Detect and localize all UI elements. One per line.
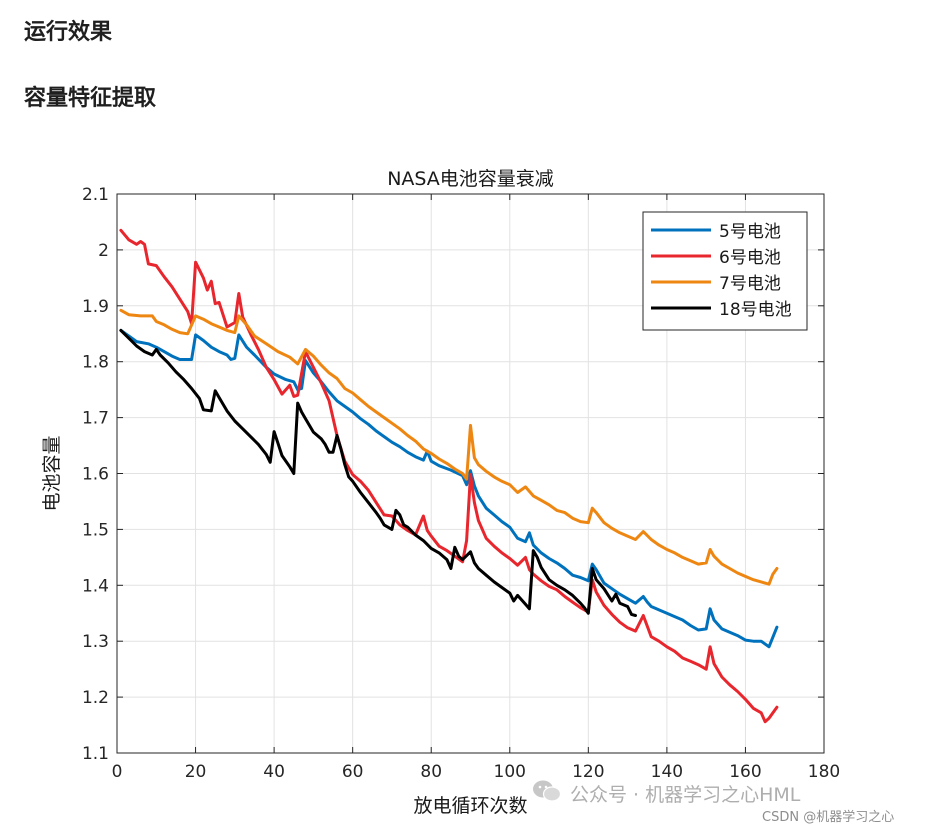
x-tick-label: 60 <box>342 762 364 782</box>
y-tick-label: 1.5 <box>82 520 109 540</box>
x-tick-label: 180 <box>808 762 840 782</box>
legend-box <box>642 211 808 331</box>
section-heading-capacity-features: 容量特征提取 <box>24 86 157 111</box>
x-tick-label: 0 <box>112 762 123 782</box>
x-tick-label: 100 <box>494 762 526 782</box>
y-tick-label: 1.8 <box>82 353 109 373</box>
x-axis-label: 放电循环次数 <box>413 795 527 817</box>
wechat-icon <box>533 780 562 802</box>
y-axis-label: 电池容量 <box>41 435 63 511</box>
series-line-1 <box>119 228 779 724</box>
x-tick-label: 140 <box>651 762 683 782</box>
legend-label: 7号电池 <box>719 274 781 294</box>
csdn-watermark: CSDN @机器学习之心 <box>762 810 895 825</box>
y-tick-label: 1.2 <box>82 688 109 708</box>
x-tick-label: 20 <box>185 762 207 782</box>
legend-label: 5号电池 <box>719 222 781 242</box>
wechat-watermark: 公众号 · 机器学习之心HML <box>570 784 801 806</box>
chart-legend: 5号电池 6号电池 7号电池 18号电池 <box>642 211 808 331</box>
y-tick-label: 1.4 <box>82 576 109 596</box>
chart-title: NASA电池容量衰减 <box>387 168 554 190</box>
chart-grid <box>116 193 825 754</box>
section-heading-run-results: 运行效果 <box>24 20 113 45</box>
axis-ticks: 0 20 40 60 80 100 120 140 160 180 1.1 1.2 1.3 1.4 1.5 1… <box>82 185 840 782</box>
x-tick-label: 160 <box>729 762 761 782</box>
y-tick-label: 1.7 <box>82 409 109 429</box>
chart-series <box>119 228 779 724</box>
y-tick-label: 1.1 <box>82 744 109 764</box>
series-line-3 <box>119 328 637 617</box>
y-tick-label: 1.6 <box>82 465 109 485</box>
legend-label: 18号电池 <box>719 300 792 320</box>
y-tick-label: 1.9 <box>82 297 109 317</box>
series-line-2 <box>119 308 779 586</box>
y-tick-label: 1.3 <box>82 632 109 652</box>
legend-label: 6号电池 <box>719 248 781 268</box>
x-tick-label: 40 <box>263 762 285 782</box>
y-tick-label: 2.1 <box>82 185 109 205</box>
x-tick-label: 120 <box>572 762 604 782</box>
series-line-0 <box>119 328 779 649</box>
y-tick-label: 2 <box>98 241 109 261</box>
x-tick-label: 80 <box>420 762 442 782</box>
